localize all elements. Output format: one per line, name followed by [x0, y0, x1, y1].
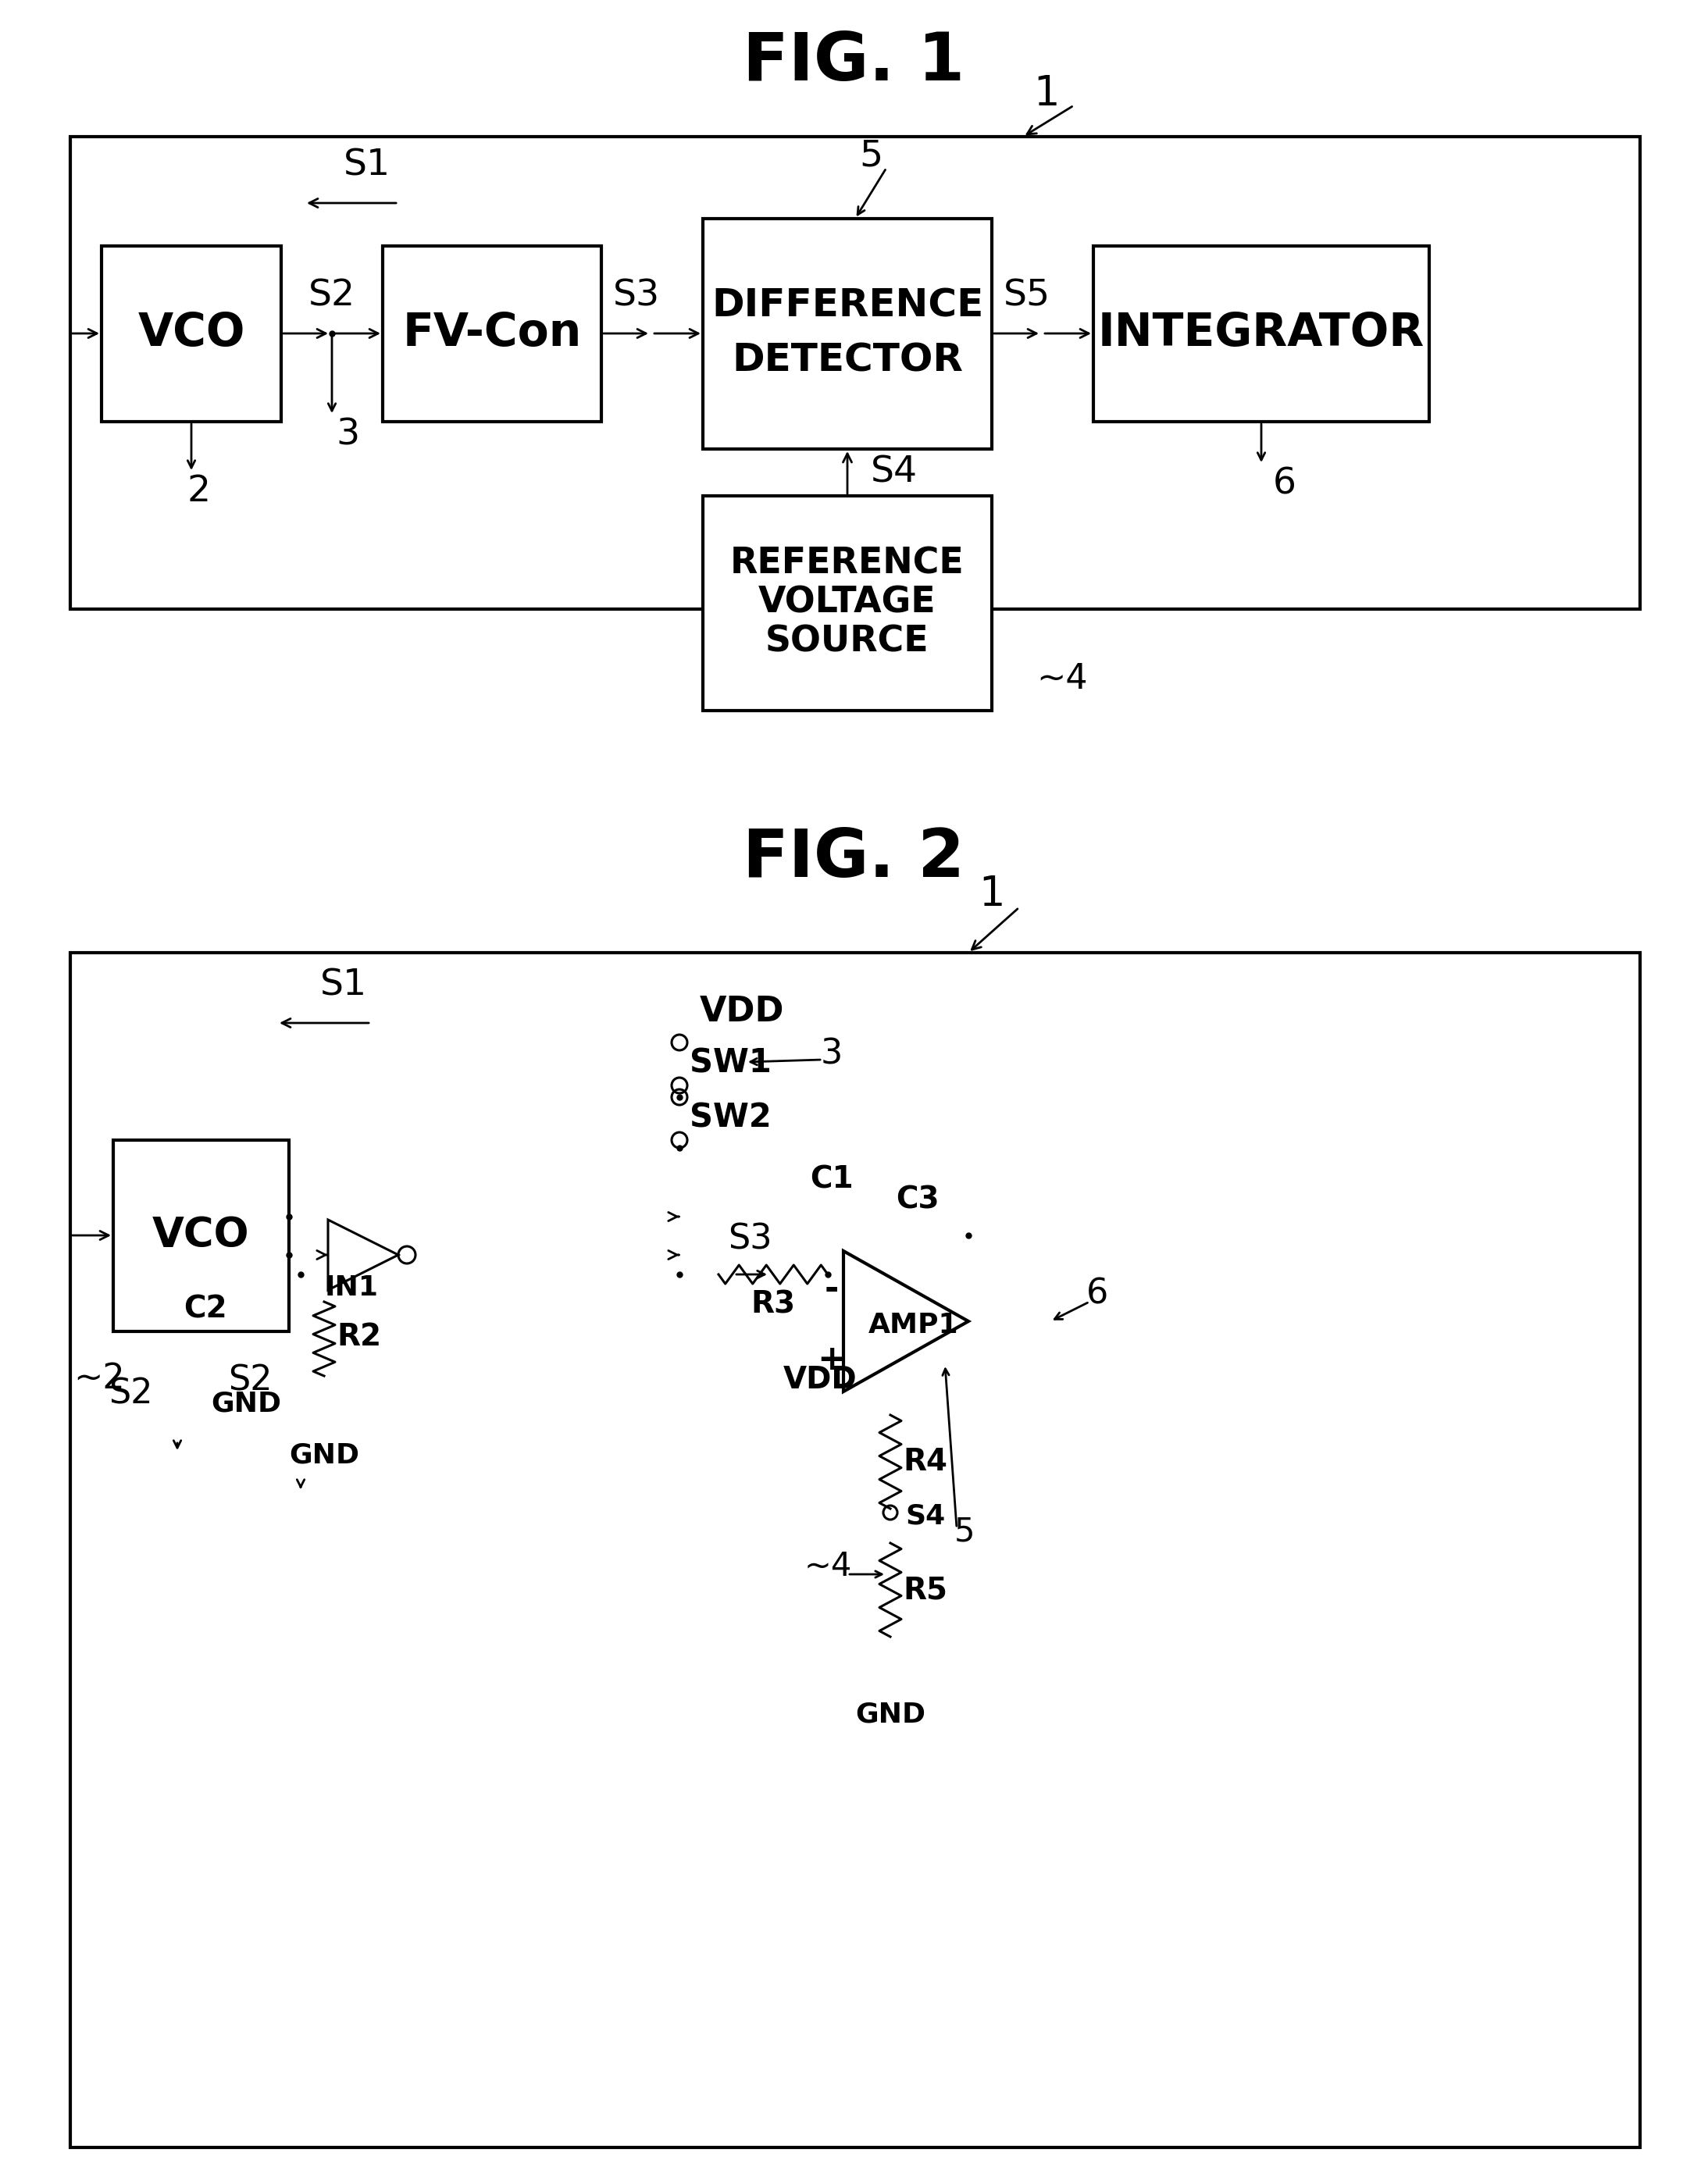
- Text: DIFFERENCE: DIFFERENCE: [711, 287, 984, 324]
- Text: SW2: SW2: [690, 1102, 770, 1135]
- Text: AMP1: AMP1: [869, 1311, 958, 1339]
- Bar: [704, 496, 992, 711]
- Text: 2: 2: [188, 474, 210, 509]
- Text: GND: GND: [210, 1389, 282, 1417]
- Text: 6: 6: [1272, 467, 1296, 502]
- Bar: [113, 1139, 289, 1330]
- Text: FIG. 2: FIG. 2: [743, 826, 965, 891]
- Text: R2: R2: [336, 1322, 381, 1352]
- Text: C3: C3: [897, 1185, 939, 1215]
- Text: DETECTOR: DETECTOR: [731, 341, 963, 380]
- Text: VOLTAGE: VOLTAGE: [758, 585, 936, 620]
- Text: INTEGRATOR: INTEGRATOR: [1098, 311, 1424, 357]
- Text: VCO: VCO: [152, 1215, 249, 1257]
- Bar: [383, 246, 601, 422]
- Text: -: -: [825, 1274, 839, 1307]
- Text: 6: 6: [1086, 1276, 1108, 1311]
- Text: ~2: ~2: [73, 1361, 125, 1396]
- Text: 1: 1: [979, 874, 1004, 915]
- Text: GND: GND: [856, 1702, 926, 1728]
- Text: 1: 1: [1033, 74, 1059, 113]
- Text: S5: S5: [1004, 278, 1050, 313]
- Text: R3: R3: [752, 1289, 796, 1320]
- Text: C1: C1: [810, 1165, 854, 1194]
- Text: REFERENCE: REFERENCE: [731, 546, 965, 580]
- Text: ~4: ~4: [804, 1550, 852, 1583]
- Text: 3: 3: [336, 417, 359, 452]
- Text: C2: C2: [184, 1296, 227, 1324]
- Bar: [101, 246, 282, 422]
- Text: S2: S2: [309, 278, 355, 313]
- Text: S3: S3: [613, 278, 659, 313]
- Text: FIG. 1: FIG. 1: [743, 30, 965, 96]
- Bar: [1093, 246, 1430, 422]
- Text: +: +: [816, 1344, 847, 1376]
- Bar: [704, 220, 992, 450]
- Text: S4: S4: [905, 1502, 946, 1530]
- Text: GND: GND: [289, 1441, 359, 1470]
- Text: 5: 5: [859, 139, 883, 174]
- Text: S3: S3: [728, 1222, 772, 1257]
- Text: S4: S4: [871, 454, 917, 489]
- Text: IN1: IN1: [325, 1274, 379, 1300]
- Text: S1: S1: [319, 967, 367, 1002]
- Text: 3: 3: [820, 1037, 842, 1072]
- Text: 5: 5: [955, 1515, 975, 1548]
- Text: VCO: VCO: [138, 311, 244, 357]
- Text: FV-Con: FV-Con: [403, 311, 581, 357]
- Text: R5: R5: [904, 1574, 948, 1604]
- Text: S2: S2: [108, 1376, 152, 1411]
- Text: S2: S2: [227, 1363, 272, 1398]
- Text: VDD: VDD: [700, 994, 784, 1028]
- Text: SOURCE: SOURCE: [765, 624, 929, 659]
- Text: SW1: SW1: [690, 1048, 772, 1080]
- Text: R4: R4: [904, 1448, 948, 1476]
- Text: S1: S1: [343, 148, 391, 183]
- Text: ~4: ~4: [1037, 663, 1088, 696]
- Text: VDD: VDD: [782, 1365, 857, 1396]
- Bar: [70, 137, 1640, 609]
- Bar: [70, 952, 1640, 2148]
